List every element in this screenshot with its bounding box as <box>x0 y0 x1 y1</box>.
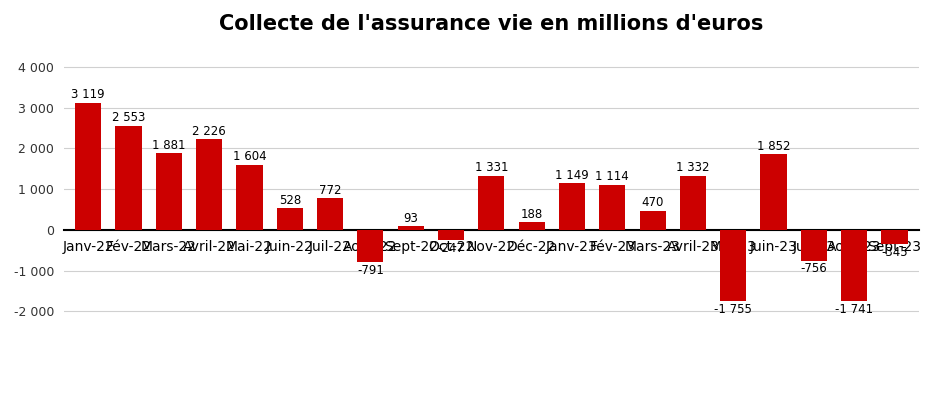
Text: 1 881: 1 881 <box>152 139 186 151</box>
Text: 188: 188 <box>520 208 543 221</box>
Bar <box>841 230 868 301</box>
Text: 1 852: 1 852 <box>757 140 791 153</box>
Bar <box>196 139 223 230</box>
Text: 3 119: 3 119 <box>71 88 105 101</box>
Bar <box>680 176 706 230</box>
Bar <box>358 230 383 262</box>
Bar <box>761 154 787 230</box>
Bar <box>518 222 545 230</box>
Text: -345: -345 <box>881 246 908 259</box>
Text: 93: 93 <box>403 212 418 225</box>
Text: -1 755: -1 755 <box>715 303 752 316</box>
Bar <box>639 211 666 230</box>
Bar <box>720 230 747 301</box>
Text: 2 553: 2 553 <box>112 111 146 124</box>
Bar <box>317 198 343 230</box>
Text: 1 604: 1 604 <box>233 150 267 163</box>
Bar <box>559 183 585 230</box>
Bar <box>237 165 263 230</box>
Bar <box>801 230 827 261</box>
Bar <box>599 185 625 230</box>
Text: 1 332: 1 332 <box>676 161 710 174</box>
Text: 1 114: 1 114 <box>595 170 629 183</box>
Bar <box>156 153 182 230</box>
Text: 2 226: 2 226 <box>192 124 226 138</box>
Bar <box>115 126 142 230</box>
Text: -1 741: -1 741 <box>835 303 873 315</box>
Bar <box>438 230 464 240</box>
Text: 470: 470 <box>641 196 664 209</box>
Title: Collecte de l'assurance vie en millions d'euros: Collecte de l'assurance vie en millions … <box>219 14 763 34</box>
Bar <box>397 226 423 230</box>
Bar <box>75 103 101 230</box>
Text: 528: 528 <box>279 194 300 207</box>
Text: -791: -791 <box>357 264 384 277</box>
Text: -756: -756 <box>801 262 827 276</box>
Bar <box>478 176 504 230</box>
Text: -247: -247 <box>438 242 465 255</box>
Bar <box>277 208 303 230</box>
Text: 772: 772 <box>319 184 342 197</box>
Bar <box>882 230 908 244</box>
Text: 1 331: 1 331 <box>474 161 508 174</box>
Text: 1 149: 1 149 <box>555 168 589 181</box>
